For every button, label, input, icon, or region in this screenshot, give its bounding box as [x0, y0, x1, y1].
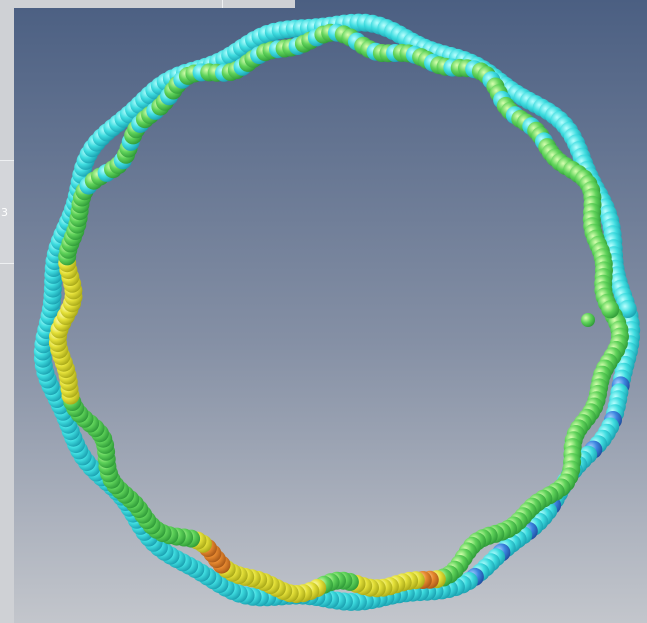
sphere-ring — [33, 13, 641, 611]
sphere — [618, 300, 637, 318]
overlay-label: 3 — [0, 160, 14, 264]
sphere — [581, 313, 595, 327]
side-panel — [0, 0, 14, 623]
top-panel — [0, 0, 295, 8]
panel-divider — [222, 0, 223, 8]
sphere — [601, 300, 620, 319]
